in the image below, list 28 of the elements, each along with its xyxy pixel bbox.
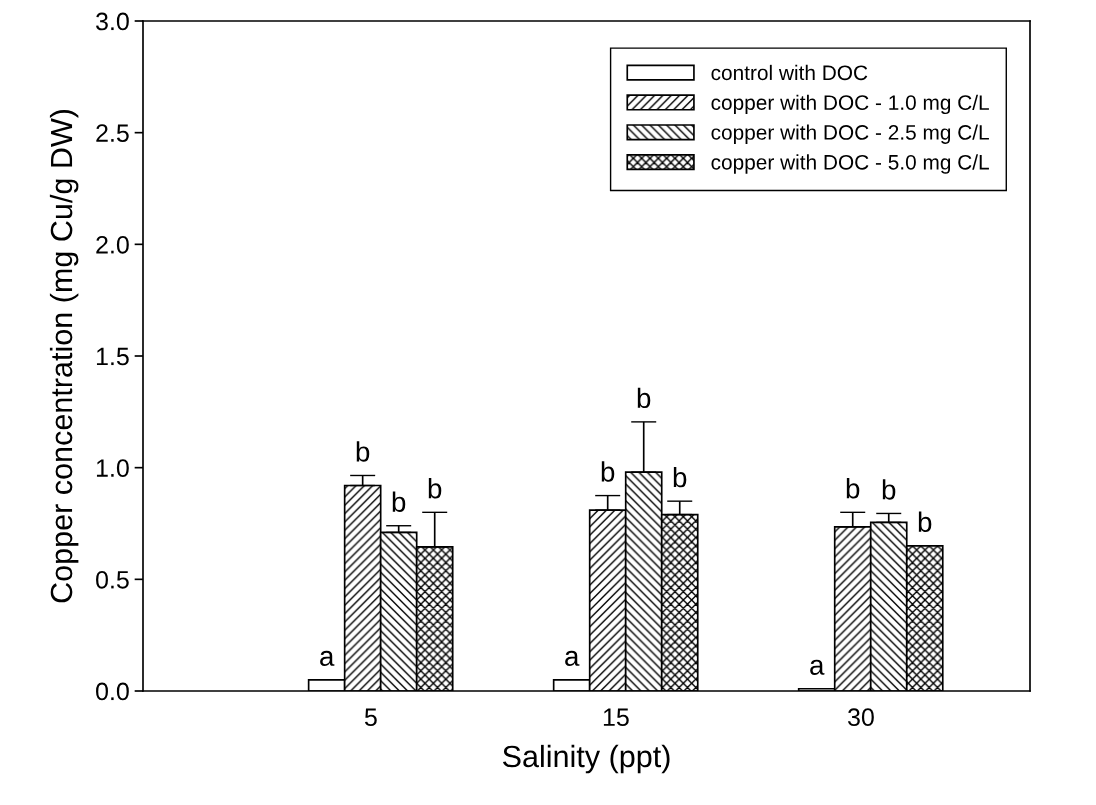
y-tick-label: 2.5: [96, 124, 129, 142]
data-label: b: [637, 387, 651, 409]
data-label: b: [882, 479, 896, 500]
data-label: b: [392, 491, 406, 512]
data-label: b: [601, 461, 615, 482]
x-tick-label: 15: [603, 708, 629, 727]
legend-label: copper with DOC - 2.5 mg C/L: [711, 124, 989, 144]
legend-label: copper with DOC - 1.0 mg C/L: [711, 94, 989, 115]
y-tick-label: 2.0: [96, 235, 129, 254]
y-axis-title: Copper concentration (mg Cu/g DW): [49, 109, 79, 603]
data-label: a: [565, 650, 580, 667]
data-label: b: [846, 478, 860, 499]
x-tick-label: 5: [364, 708, 377, 727]
data-label: b: [428, 478, 442, 499]
y-tick-label: 1.0: [96, 459, 129, 477]
x-tick-label: 30: [847, 708, 874, 727]
y-tick-label: 0.0: [96, 682, 129, 701]
legend-label: copper with DOC - 5.0 mg C/L: [711, 154, 989, 174]
legend-label: control with DOC: [711, 64, 868, 81]
y-tick-label: 0.5: [96, 570, 129, 589]
data-label: a: [320, 650, 335, 667]
data-label: b: [918, 511, 932, 533]
x-axis-title: Salinity (ppt): [502, 744, 670, 774]
y-tick-label: 1.5: [96, 347, 129, 366]
data-label: a: [810, 659, 825, 675]
y-tick-label: 3.0: [96, 12, 129, 31]
data-label: b: [673, 466, 687, 488]
data-label: b: [356, 441, 370, 462]
